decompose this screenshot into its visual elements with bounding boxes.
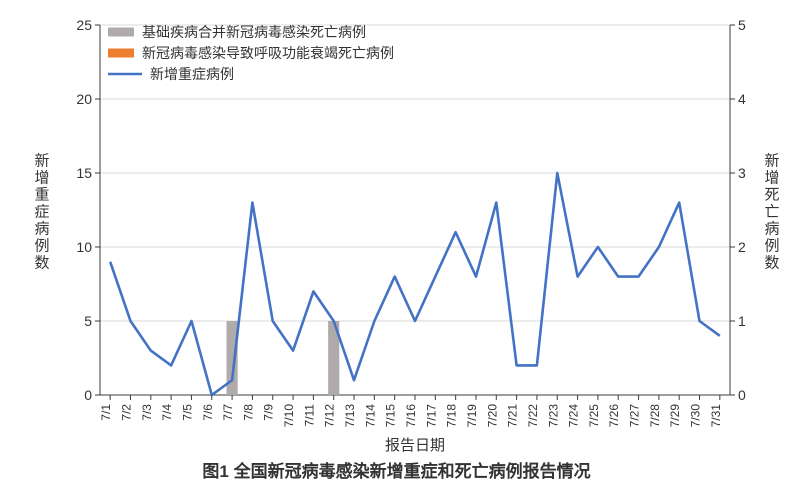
y-right-axis-title: 新增死亡病例数	[764, 153, 779, 272]
svg-text:增: 增	[34, 170, 49, 187]
svg-text:新: 新	[764, 153, 779, 170]
y-right-tick-label: 5	[738, 17, 746, 33]
x-tick-label: 7/1	[99, 404, 113, 421]
x-axis-title: 报告日期	[385, 437, 445, 454]
x-tick-label: 7/11	[302, 404, 316, 427]
line-severe-cases	[110, 173, 720, 395]
x-tick-label: 7/3	[140, 404, 154, 421]
x-tick-label: 7/26	[607, 404, 621, 428]
y-left-tick-label: 10	[76, 239, 92, 255]
svg-text:新: 新	[34, 153, 49, 170]
chart-container: 0 5 10 15 20 25 0 1 2 3 4 5 7/1 7/2 7/3 7/4 7/5 7/6 7/7 7/8…	[0, 0, 793, 500]
svg-text:死: 死	[764, 187, 779, 204]
x-tick-label: 7/29	[668, 404, 682, 428]
svg-text:亡: 亡	[764, 204, 779, 221]
x-tick-label: 7/30	[689, 404, 703, 428]
y-left-axis-title: 新增重症病例数	[34, 153, 49, 272]
x-tick-label: 7/20	[485, 404, 499, 428]
legend-label: 基础疾病合并新冠病毒感染死亡病例	[142, 24, 366, 40]
y-left-tick-label: 15	[76, 165, 92, 181]
x-tick-label: 7/9	[262, 404, 276, 421]
x-tick-label: 7/5	[180, 404, 194, 421]
y-left-tick-label: 25	[76, 17, 92, 33]
svg-text:症: 症	[34, 204, 49, 221]
x-tick-label: 7/13	[343, 404, 357, 428]
x-tick-label: 7/6	[201, 404, 215, 421]
y-right-tick-label: 1	[738, 313, 746, 329]
y-right-tick-label: 4	[738, 91, 746, 107]
svg-text:重: 重	[34, 187, 49, 204]
x-tick-label: 7/21	[506, 404, 520, 428]
y-right-tick-label: 3	[738, 165, 746, 181]
x-tick-label: 7/31	[709, 404, 723, 428]
legend-label: 新冠病毒感染导致呼吸功能衰竭死亡病例	[142, 45, 394, 61]
x-tick-label: 7/22	[526, 404, 540, 428]
figure-caption: 图1 全国新冠病毒感染新增重症和死亡病例报告情况	[0, 457, 793, 482]
svg-text:数: 数	[34, 255, 49, 272]
y-left-tick-label: 20	[76, 91, 92, 107]
x-tick-label: 7/10	[282, 404, 296, 428]
legend-bar-swatch	[108, 28, 134, 37]
svg-text:增: 增	[764, 170, 779, 187]
x-tick-label: 7/7	[221, 404, 235, 421]
x-tick-label: 7/8	[241, 404, 255, 421]
x-tick-label: 7/12	[323, 404, 337, 428]
y-left-tick-label: 5	[84, 313, 92, 329]
x-tick-label: 7/28	[648, 404, 662, 428]
x-tick-label: 7/18	[445, 404, 459, 428]
x-tick-label: 7/25	[587, 404, 601, 428]
x-tick-label: 7/19	[465, 404, 479, 428]
y-left-tick-label: 0	[84, 387, 92, 403]
svg-text:例: 例	[34, 238, 49, 255]
x-tick-label: 7/23	[546, 404, 560, 428]
x-tick-label: 7/2	[119, 404, 133, 421]
x-tick-label: 7/17	[424, 404, 438, 428]
x-tick-label: 7/24	[567, 404, 581, 428]
x-tick-label: 7/16	[404, 404, 418, 428]
svg-text:数: 数	[764, 255, 779, 272]
legend-bar-swatch	[108, 49, 134, 58]
y-right-tick-label: 0	[738, 387, 746, 403]
svg-text:病: 病	[764, 221, 779, 238]
svg-text:例: 例	[764, 238, 779, 255]
legend-label: 新增重症病例	[150, 66, 234, 82]
y-right-tick-label: 2	[738, 239, 746, 255]
chart-svg: 0 5 10 15 20 25 0 1 2 3 4 5 7/1 7/2 7/3 7/4 7/5 7/6 7/7 7/8…	[0, 0, 793, 500]
x-tick-label: 7/27	[628, 404, 642, 428]
x-tick-label: 7/15	[384, 404, 398, 428]
x-tick-label: 7/14	[363, 404, 377, 428]
svg-text:病: 病	[34, 221, 49, 238]
x-tick-label: 7/4	[160, 404, 174, 421]
